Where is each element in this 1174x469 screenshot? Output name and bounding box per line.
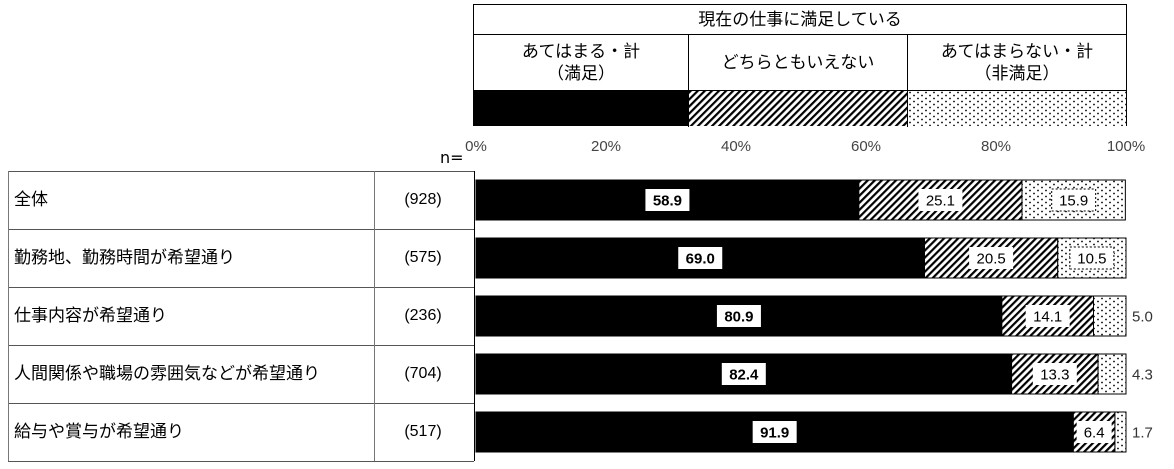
row-divider [8, 171, 474, 172]
table-border [374, 171, 375, 461]
legend-swatch-satisfied [474, 91, 688, 126]
category-label: 全体 [14, 190, 48, 210]
row-divider [8, 403, 474, 404]
data-label-text: 6.4 [1084, 425, 1105, 442]
data-label-satisfied: 80.9 [716, 305, 761, 327]
data-label-neutral: 14.1 [1025, 305, 1070, 327]
sample-size: (704) [404, 365, 442, 382]
data-label-text: 14.1 [1033, 309, 1062, 326]
data-label-dissatisfied: 10.5 [1069, 246, 1115, 270]
legend-item-dissatisfied: あてはまらない・計 （非満足） [908, 35, 1126, 127]
data-label-background [1032, 363, 1077, 385]
bar-neutral [1011, 353, 1099, 395]
legend-item-neutral: どちらともいえない [689, 35, 908, 127]
row-divider [8, 461, 474, 462]
data-label-text: 91.9 [760, 425, 789, 442]
data-label-text: 15.9 [1059, 193, 1088, 210]
data-label-satisfied: 82.4 [721, 363, 766, 385]
data-label-satisfied: 91.9 [752, 421, 797, 443]
y-axis-line [474, 171, 475, 461]
chart-title: 現在の仕事に満足している [474, 5, 1126, 35]
data-label-background [721, 363, 766, 385]
sample-size: (236) [404, 307, 442, 324]
data-label-text: 80.9 [724, 309, 753, 326]
category-label: 給与や賞与が希望通り [14, 422, 184, 442]
data-label-text: 5.0 [1132, 309, 1153, 326]
x-tick-label: 0% [465, 138, 487, 155]
data-label-background [716, 305, 761, 327]
data-label-background [645, 189, 690, 211]
sample-size: (575) [404, 249, 442, 266]
bar-dissatisfied [1093, 295, 1127, 337]
data-label-background [1076, 421, 1112, 443]
chart-legend: 現在の仕事に満足している あてはまる・計 （満足） どちらともいえない あてはま… [473, 4, 1127, 127]
data-label-neutral: 20.5 [969, 247, 1014, 269]
data-label-text: 20.5 [977, 251, 1006, 268]
data-label-background [918, 189, 963, 211]
sample-size: (517) [404, 423, 442, 440]
bar-satisfied [475, 237, 925, 279]
data-label-dissatisfied: 1.7 [1132, 425, 1153, 442]
x-tick-label: 60% [850, 138, 882, 155]
legend-label-dissatisfied: あてはまらない・計 （非満足） [908, 35, 1126, 91]
data-label-background [1025, 305, 1070, 327]
data-label-background [1069, 246, 1115, 270]
category-label: 人間関係や職場の雰囲気などが希望通り [14, 364, 320, 384]
row-divider [8, 229, 474, 230]
x-tick-label: 80% [980, 138, 1012, 155]
data-label-text: 1.7 [1132, 425, 1153, 442]
legend-swatch-neutral [689, 91, 907, 126]
data-label-text: 10.5 [1077, 251, 1106, 268]
bar-dissatisfied [1114, 411, 1127, 453]
data-label-neutral: 13.3 [1032, 363, 1077, 385]
category-label: 仕事内容が希望通り [14, 306, 167, 326]
row-divider [8, 287, 474, 288]
data-label-text: 82.4 [729, 367, 759, 384]
data-label-satisfied: 69.0 [678, 247, 723, 269]
data-label-satisfied: 58.9 [645, 189, 690, 211]
data-label-background [969, 247, 1014, 269]
data-label-dissatisfied: 5.0 [1132, 309, 1153, 326]
bar-dissatisfied [1097, 353, 1127, 395]
legend-label-neutral: どちらともいえない [689, 35, 907, 91]
data-label-background [752, 421, 797, 443]
x-tick-label: 100% [1106, 138, 1146, 155]
x-tick-label: 40% [720, 138, 752, 155]
data-label-background [1051, 188, 1097, 212]
row-divider [8, 345, 474, 346]
data-label-neutral: 25.1 [918, 189, 963, 211]
table-border [8, 171, 9, 461]
sample-size: (928) [404, 191, 442, 208]
data-label-text: 4.3 [1132, 367, 1153, 384]
data-label-text: 69.0 [686, 251, 715, 268]
data-label-background [678, 247, 723, 269]
n-label: n= [440, 148, 464, 167]
legend-item-satisfied: あてはまる・計 （満足） [474, 35, 689, 127]
data-label-dissatisfied: 4.3 [1132, 367, 1153, 384]
data-label-text: 25.1 [926, 193, 955, 210]
data-label-dissatisfied: 15.9 [1051, 188, 1097, 212]
x-tick-label: 20% [590, 138, 622, 155]
data-label-neutral: 6.4 [1076, 421, 1112, 443]
data-label-text: 13.3 [1040, 367, 1069, 384]
legend-label-satisfied: あてはまる・計 （満足） [474, 35, 688, 91]
data-label-text: 58.9 [653, 193, 682, 210]
legend-swatch-dissatisfied [908, 91, 1126, 126]
category-label: 勤務地、勤務時間が希望通り [14, 248, 235, 268]
